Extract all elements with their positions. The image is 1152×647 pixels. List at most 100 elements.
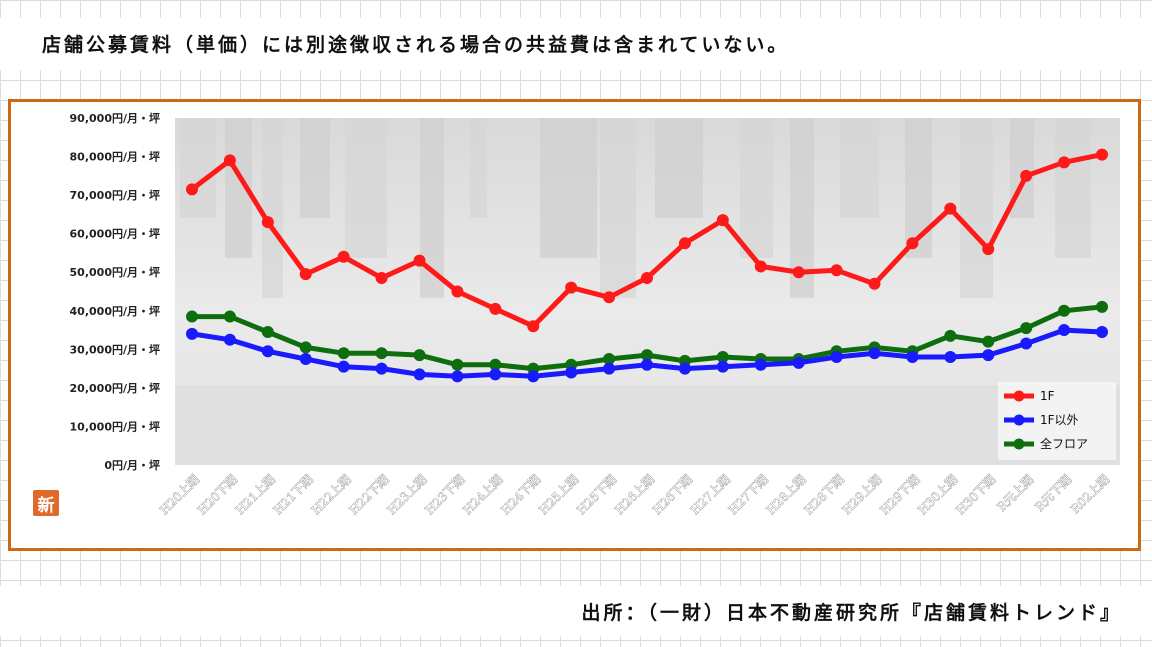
legend-label: 1F [1040, 389, 1055, 403]
background-building [600, 118, 636, 298]
data-point [716, 360, 729, 373]
y-tick-label: 50,000円/月・坪 [70, 266, 160, 279]
data-point [1058, 324, 1071, 337]
background-building [1055, 118, 1091, 258]
x-tick-label: H26下期 [650, 472, 695, 517]
data-point [223, 154, 236, 167]
data-point [337, 250, 350, 263]
data-point [868, 277, 881, 290]
legend-label: 全フロア [1040, 436, 1088, 451]
x-tick-label: H27下期 [726, 472, 771, 517]
data-point [716, 214, 729, 227]
y-tick-label: 80,000円/月・坪 [70, 151, 160, 164]
x-tick-label: R元上期 [995, 472, 1037, 514]
x-tick-label: H20上期 [157, 472, 202, 517]
data-point [754, 358, 767, 371]
data-point [299, 341, 312, 354]
legend-swatch-marker [1013, 438, 1025, 450]
data-point [641, 349, 653, 362]
data-point [678, 237, 691, 250]
y-tick-label: 20,000円/月・坪 [70, 382, 160, 395]
y-tick-label: 0円/月・坪 [104, 459, 160, 472]
data-point [1020, 322, 1033, 335]
data-point [1020, 337, 1033, 350]
data-point [299, 352, 312, 365]
data-point [792, 266, 805, 279]
data-point [754, 260, 767, 273]
background-building [180, 118, 216, 218]
x-tick-label: H24上期 [460, 472, 505, 517]
x-tick-label: H23下期 [422, 472, 467, 517]
data-point [1020, 169, 1033, 182]
x-tick-label: H30上期 [915, 472, 960, 517]
data-point [906, 351, 919, 364]
x-tick-label: H28下期 [802, 472, 847, 517]
data-point [641, 272, 653, 285]
legend-label: 1F以外 [1040, 413, 1079, 427]
data-point [944, 329, 957, 342]
data-point [223, 333, 236, 346]
data-point [261, 325, 274, 338]
data-point [337, 347, 350, 360]
data-point [830, 264, 843, 277]
data-point [413, 349, 426, 362]
background-building [540, 118, 597, 258]
data-point [186, 183, 198, 196]
data-point [527, 320, 540, 333]
data-point [603, 291, 616, 304]
data-point [641, 358, 653, 371]
data-point [944, 351, 957, 364]
data-point [565, 366, 578, 379]
x-tick-label: R02上期 [1068, 472, 1112, 516]
x-tick-label: H25下期 [574, 472, 619, 517]
data-point [375, 347, 388, 360]
data-point [413, 254, 426, 267]
background-building [262, 118, 283, 298]
data-point [261, 216, 274, 229]
data-point [716, 351, 729, 364]
data-point [489, 368, 502, 381]
data-point [982, 243, 995, 256]
data-point [982, 335, 995, 348]
data-point [375, 272, 388, 285]
x-tick-label: H20下期 [195, 472, 240, 517]
header-band [0, 18, 1152, 70]
legend-swatch-marker [1013, 414, 1025, 426]
data-point [982, 349, 995, 362]
data-point [792, 356, 805, 369]
x-tick-label: H30下期 [953, 472, 998, 517]
data-point [906, 237, 919, 250]
y-tick-label: 10,000円/月・坪 [70, 420, 160, 433]
data-point [413, 368, 426, 381]
legend-swatch-marker [1013, 390, 1025, 402]
x-tick-label: H28上期 [764, 472, 809, 517]
data-point [527, 370, 540, 383]
background-building [655, 118, 703, 218]
data-point [603, 362, 616, 375]
x-tick-label: H25上期 [536, 472, 581, 517]
source-credit: 出所：（一財）日本不動産研究所『店舗賃料トレンド』 [581, 602, 1122, 624]
footer-band [0, 586, 1152, 636]
data-point [944, 202, 957, 215]
x-tick-label: H21下期 [271, 472, 316, 517]
data-point [678, 362, 691, 375]
y-tick-label: 40,000円/月・坪 [70, 305, 160, 318]
data-point [451, 358, 464, 371]
x-tick-label: H26上期 [612, 472, 657, 517]
x-tick-label: H23上期 [385, 472, 430, 517]
new-badge: 新 [33, 490, 59, 516]
chart-note: 店舗公募賃料（単価）には別途徴収される場合の共益費は含まれていない。 [42, 34, 790, 56]
x-tick-label: H21上期 [233, 472, 278, 517]
data-point [603, 352, 616, 365]
data-point [186, 310, 198, 323]
data-point [1058, 156, 1071, 169]
data-point [375, 362, 388, 375]
y-tick-label: 90,000円/月・坪 [70, 112, 160, 125]
data-point [868, 347, 881, 360]
data-point [261, 345, 274, 358]
data-point [451, 370, 464, 383]
background-building [345, 118, 387, 258]
x-tick-label: H29上期 [840, 472, 885, 517]
data-point [489, 358, 502, 371]
